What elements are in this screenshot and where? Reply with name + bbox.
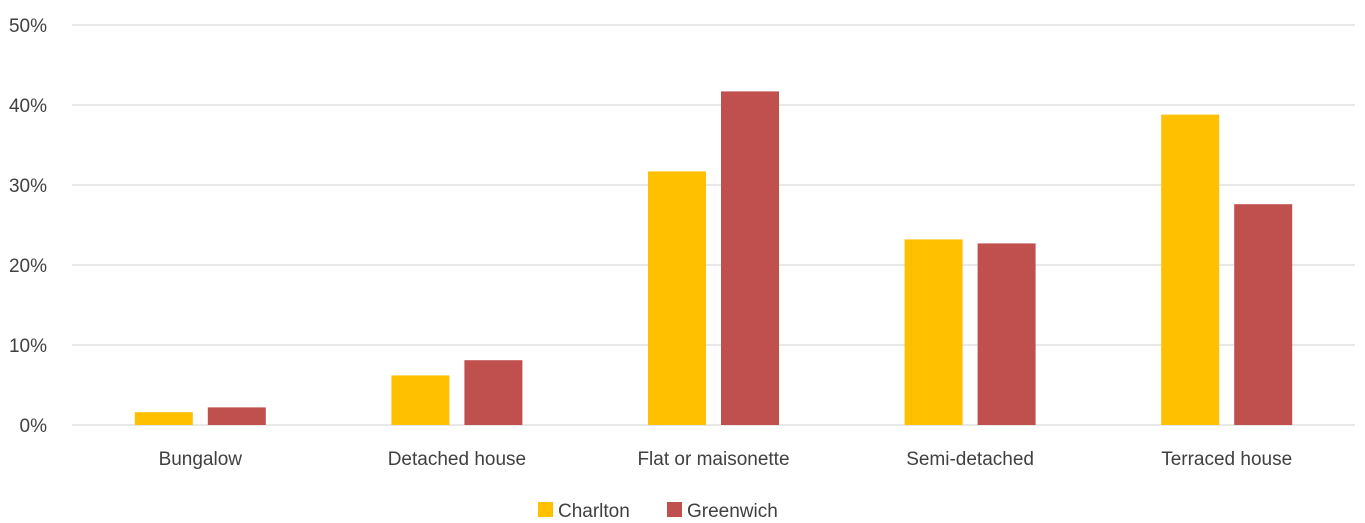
y-tick-label: 20% — [9, 256, 47, 277]
bar-greenwich-terraced-house — [1234, 204, 1293, 425]
bar-greenwich-flat-or-maisonette — [721, 91, 779, 426]
bar-charlton-detached-house — [391, 375, 450, 425]
y-tick-label: 0% — [20, 416, 48, 437]
legend-swatch — [667, 502, 682, 517]
legend-swatch — [538, 502, 553, 517]
y-axis: 0% 10% 20% 30% 40% 50% — [9, 16, 47, 437]
y-tick-label: 50% — [9, 16, 47, 37]
y-tick-label: 10% — [9, 336, 47, 357]
gridlines — [72, 24, 1355, 426]
y-tick-label: 40% — [9, 96, 47, 117]
legend-item: Charlton — [538, 501, 630, 522]
x-category-label: Terraced house — [1161, 449, 1292, 470]
bar-greenwich-bungalow — [207, 407, 266, 425]
x-axis: Bungalow Detached house Flat or maisonette… — [159, 449, 1293, 470]
bar-charlton-flat-or-maisonette — [648, 171, 706, 425]
x-category-label: Detached house — [388, 449, 526, 470]
legend-label: Charlton — [558, 501, 630, 522]
legend: Charlton Greenwich — [538, 501, 778, 522]
bar-greenwich-detached-house — [464, 360, 523, 425]
legend-label: Greenwich — [687, 501, 778, 522]
x-category-label: Bungalow — [159, 449, 243, 470]
bar-charlton-semi-detached — [904, 239, 963, 425]
y-tick-label: 30% — [9, 176, 47, 197]
bars — [134, 91, 1293, 426]
legend-item: Greenwich — [667, 501, 778, 522]
x-category-label: Semi-detached — [906, 449, 1034, 470]
x-category-label: Flat or maisonette — [637, 449, 789, 470]
bar-greenwich-semi-detached — [977, 243, 1036, 425]
bar-charlton-bungalow — [134, 412, 193, 425]
bar-charlton-terraced-house — [1161, 114, 1220, 425]
